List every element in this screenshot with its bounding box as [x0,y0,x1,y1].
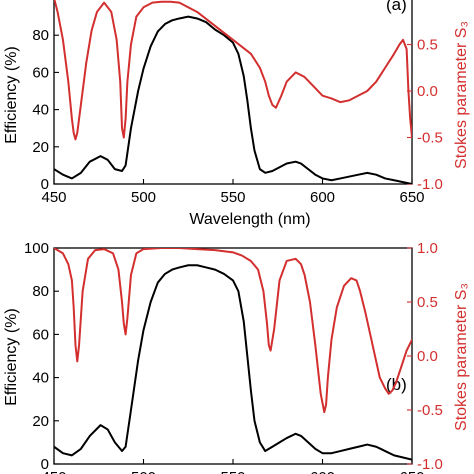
panel-b-y2tick-label: 0.5 [417,294,438,311]
panel-b-y2label: Stokes parameter S₃ [453,283,470,431]
panel-b-y2tick-label: 1.0 [417,240,438,257]
panel-b-y2tick-label: -1.0 [417,456,443,473]
panel-a-ytick-label: 60 [32,64,49,81]
panel-b: Efficiency (%) Stokes parameter S₃ (b) 4… [3,240,470,474]
panel-a-label: (a) [386,0,407,14]
panel-a-y2tick-label: -1.0 [417,176,443,193]
panel-a-y2label: Stokes parameter S₃ [453,21,470,169]
panel-b-ytick-label: 80 [32,283,49,300]
panel-a-y2tick-label: 0.5 [417,37,438,54]
panel-b-ylabel: Efficiency (%) [3,308,20,406]
panel-a-xtick-label: 600 [310,189,335,206]
panel-a-ytick-label: 0 [41,176,49,193]
panel-a-xtick-label: 500 [131,189,156,206]
panel-a-stokes-line [54,0,412,141]
panel-b-ytick-label: 20 [32,413,49,430]
panel-a-plot-frame [53,0,413,185]
panel-a-ytick-label: 80 [32,27,49,44]
panel-b-xtick-label: 650 [399,469,424,474]
panel-a-xlabel: Wavelength (nm) [189,211,310,228]
panel-b-xtick-label: 450 [41,469,66,474]
panel-b-stokes-line [54,248,412,414]
panel-b-y2tick-label: -0.5 [417,402,443,419]
panel-a-ytick-label: 20 [32,139,49,156]
panel-b-ytick-label: 60 [32,326,49,343]
panel-a-xtick-label: 650 [399,189,424,206]
panel-b-efficiency-line [54,264,412,461]
panel-a-y2tick-label: 0.0 [417,83,438,100]
panel-b-xtick-label: 500 [131,469,156,474]
panel-a-xtick-label: 550 [220,189,245,206]
panel-a-ylabel: Efficiency (%) [3,46,20,144]
panel-b-xtick-label: 550 [220,469,245,474]
panel-a: Efficiency (%) Stokes parameter S₃ Wavel… [3,0,470,228]
panel-b-ytick-label: 40 [32,370,49,387]
panel-a-y2tick-label: -0.5 [417,130,443,147]
panel-b-ytick-label: 0 [41,456,49,473]
panel-b-label: (b) [386,375,407,394]
panel-b-ytick-label: 100 [24,240,49,257]
panel-a-xtick-label: 450 [41,189,66,206]
panel-b-xtick-label: 600 [310,469,335,474]
panel-a-efficiency-line [54,15,412,184]
panel-b-y2tick-label: 0.0 [417,348,438,365]
panel-a-ytick-label: 40 [32,102,49,119]
